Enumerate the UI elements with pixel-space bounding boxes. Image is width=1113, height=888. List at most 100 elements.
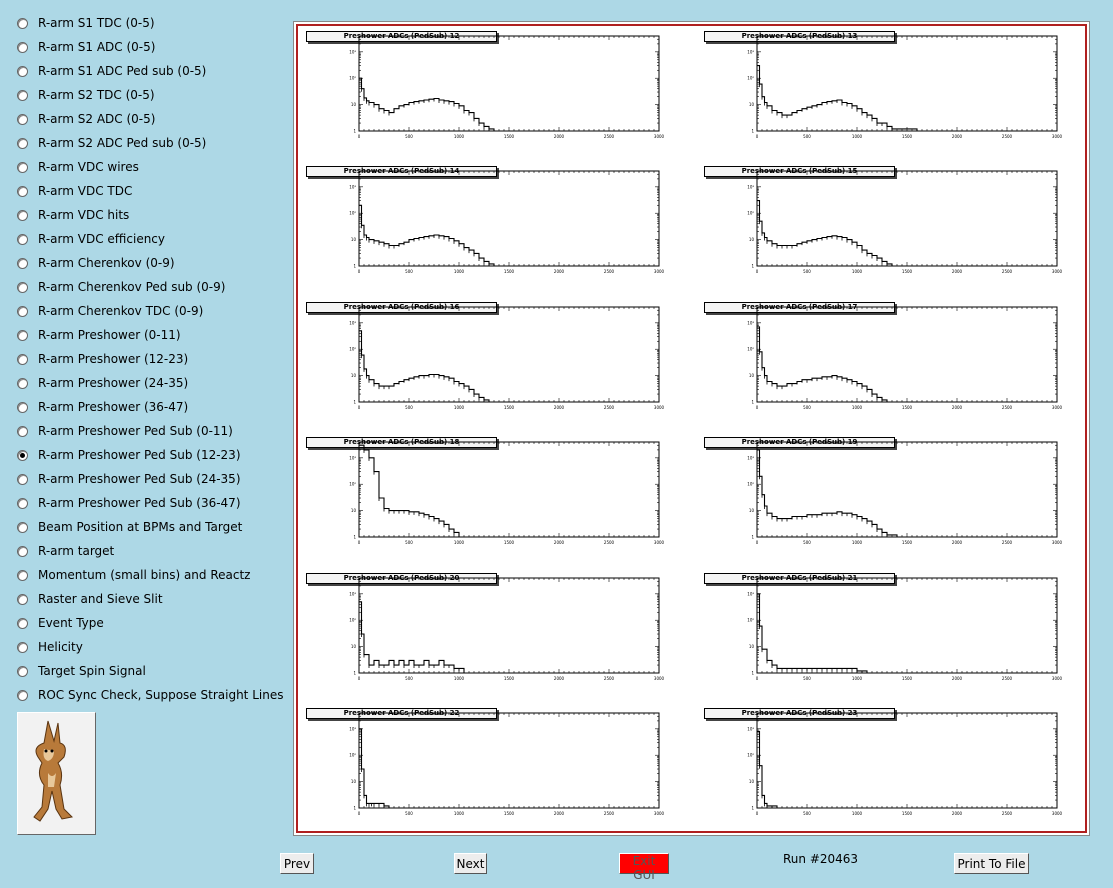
plot-frame [358, 306, 660, 403]
radio-button[interactable] [17, 593, 28, 605]
y-tick-label: 10² [747, 753, 754, 758]
radio-option[interactable]: R-arm VDC TDC [17, 181, 132, 201]
prev-button[interactable]: Prev [280, 853, 314, 874]
histogram-series [757, 449, 910, 538]
radio-button[interactable] [17, 665, 28, 677]
radio-option[interactable]: R-arm Preshower (36-47) [17, 397, 188, 417]
radio-button[interactable] [17, 17, 28, 29]
x-tick-label: 2000 [952, 676, 963, 681]
radio-button[interactable] [17, 569, 28, 581]
histogram-plot: 0 500 1000 1500 2000 2500 3000 1 10 10² 10³ [747, 712, 1063, 816]
radio-button[interactable] [17, 641, 28, 653]
radio-option[interactable]: R-arm S2 ADC (0-5) [17, 109, 155, 129]
radio-option-label: R-arm S2 TDC (0-5) [38, 88, 155, 102]
radio-option-label: R-arm Preshower Ped Sub (24-35) [38, 472, 241, 486]
radio-option[interactable]: R-arm Preshower (0-11) [17, 325, 181, 345]
x-tick-label: 1500 [504, 269, 515, 274]
radio-option[interactable]: R-arm Preshower Ped Sub (36-47) [17, 493, 241, 513]
radio-option[interactable]: Beam Position at BPMs and Target [17, 517, 242, 537]
y-tick-label: 10² [349, 76, 356, 81]
radio-option-label: Target Spin Signal [38, 664, 146, 678]
y-tick-label: 10 [749, 779, 755, 784]
radio-button[interactable] [17, 161, 28, 173]
radio-option[interactable]: R-arm Preshower Ped Sub (0-11) [17, 421, 233, 441]
radio-option[interactable]: ROC Sync Check, Suppose Straight Lines [17, 685, 283, 705]
radio-option[interactable]: Target Spin Signal [17, 661, 146, 681]
radio-option[interactable]: R-arm Cherenkov (0-9) [17, 253, 175, 273]
radio-button[interactable] [17, 89, 28, 101]
radio-button[interactable] [17, 185, 28, 197]
radio-button[interactable] [17, 329, 28, 341]
radio-option[interactable]: R-arm Preshower Ped Sub (12-23) [17, 445, 241, 465]
radio-option[interactable]: R-arm S1 ADC Ped sub (0-5) [17, 61, 206, 81]
radio-option-label: R-arm Preshower Ped Sub (12-23) [38, 448, 241, 462]
radio-option-label: R-arm VDC efficiency [38, 232, 166, 246]
radio-button[interactable] [17, 473, 28, 485]
y-tick-label: 10³ [349, 49, 356, 54]
x-tick-label: 0 [358, 405, 361, 410]
radio-button[interactable] [17, 65, 28, 77]
radio-button[interactable] [17, 305, 28, 317]
radio-button[interactable] [17, 137, 28, 149]
radio-option[interactable]: R-arm VDC efficiency [17, 229, 165, 249]
histogram-plot: 0 500 1000 1500 2000 2500 3000 1 10 10² 10³ [349, 306, 665, 410]
radio-button[interactable] [17, 401, 28, 413]
radio-option[interactable]: R-arm S1 ADC (0-5) [17, 37, 155, 57]
print-to-file-button[interactable]: Print To File [954, 853, 1029, 874]
x-tick-label: 500 [803, 405, 811, 410]
radio-button-selected[interactable] [17, 449, 28, 461]
radio-button[interactable] [17, 497, 28, 509]
radio-button[interactable] [17, 41, 28, 53]
y-tick-label: 10³ [747, 591, 754, 596]
plot-frame [756, 441, 1058, 538]
radio-option-label: R-arm VDC hits [38, 208, 130, 222]
radio-button[interactable] [17, 209, 28, 221]
radio-button[interactable] [17, 689, 28, 701]
radio-option[interactable]: R-arm S1 TDC (0-5) [17, 13, 155, 33]
x-tick-label: 2500 [1002, 405, 1013, 410]
x-tick-label: 1000 [852, 540, 863, 545]
radio-option[interactable]: R-arm Preshower (24-35) [17, 373, 188, 393]
y-tick-label: 10 [749, 373, 755, 378]
x-tick-label: 2000 [554, 540, 565, 545]
radio-button[interactable] [17, 617, 28, 629]
radio-button[interactable] [17, 377, 28, 389]
y-tick-label: 10² [349, 211, 356, 216]
x-tick-label: 2500 [604, 134, 615, 139]
radio-option[interactable]: R-arm Cherenkov TDC (0-9) [17, 301, 203, 321]
x-tick-label: 2500 [1002, 134, 1013, 139]
radio-option[interactable]: R-arm Cherenkov Ped sub (0-9) [17, 277, 225, 297]
histogram-series [359, 444, 462, 538]
x-tick-label: 1500 [504, 676, 515, 681]
radio-button[interactable] [17, 281, 28, 293]
x-tick-label: 1500 [504, 134, 515, 139]
radio-button[interactable] [17, 425, 28, 437]
histogram-plot: 0 500 1000 1500 2000 2500 3000 1 10 10² 10³ [747, 577, 1063, 681]
radio-option[interactable]: R-arm target [17, 541, 114, 561]
radio-option[interactable]: R-arm Preshower Ped Sub (24-35) [17, 469, 241, 489]
y-tick-label: 10 [351, 373, 357, 378]
x-tick-label: 2500 [604, 269, 615, 274]
y-tick-label: 1 [353, 535, 356, 540]
radio-option[interactable]: R-arm VDC hits [17, 205, 129, 225]
radio-option[interactable]: Helicity [17, 637, 83, 657]
radio-option[interactable]: R-arm VDC wires [17, 157, 139, 177]
radio-button[interactable] [17, 257, 28, 269]
radio-button[interactable] [17, 113, 28, 125]
exit-gui-button[interactable]: Exit GUI [619, 853, 669, 882]
next-button[interactable]: Next [454, 853, 487, 874]
radio-button[interactable] [17, 545, 28, 557]
radio-button[interactable] [17, 353, 28, 365]
radio-option[interactable]: R-arm S2 TDC (0-5) [17, 85, 155, 105]
radio-button[interactable] [17, 233, 28, 245]
radio-option[interactable]: R-arm S2 ADC Ped sub (0-5) [17, 133, 206, 153]
radio-button[interactable] [17, 521, 28, 533]
radio-option[interactable]: R-arm Preshower (12-23) [17, 349, 188, 369]
x-tick-label: 2000 [554, 269, 565, 274]
radio-option[interactable]: Event Type [17, 613, 104, 633]
plot-frame [358, 577, 660, 674]
radio-option[interactable]: Momentum (small bins) and Reactz [17, 565, 250, 585]
radio-option-label: R-arm S1 ADC Ped sub (0-5) [38, 64, 207, 78]
x-tick-label: 2000 [554, 676, 565, 681]
radio-option[interactable]: Raster and Sieve Slit [17, 589, 163, 609]
